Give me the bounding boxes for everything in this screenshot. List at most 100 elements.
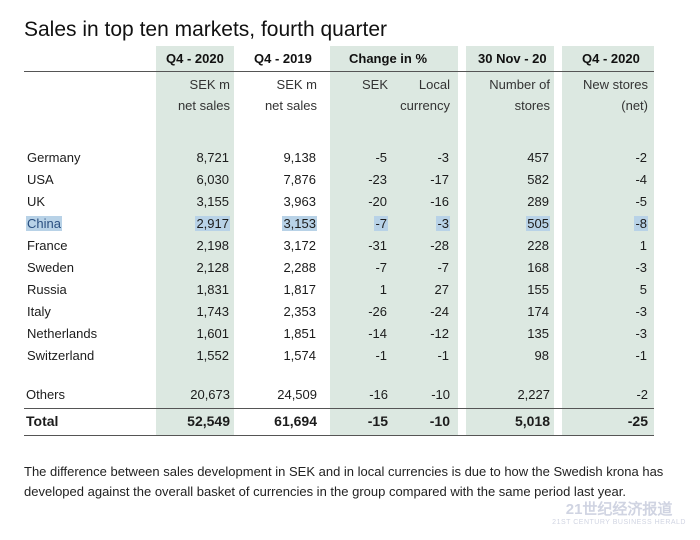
total-bottom-rule bbox=[24, 435, 654, 436]
cell-change-local-text: -1 bbox=[437, 348, 449, 363]
table-row: France 2,198 3,172 -31 -28 228 1 bbox=[0, 238, 700, 258]
cell-sales-2020-text: 2,917 bbox=[195, 216, 230, 231]
cell-sales-2019-text: 3,153 bbox=[282, 216, 317, 231]
cell-change-sek-text: -1 bbox=[375, 348, 387, 363]
cell-change-local: -10 bbox=[431, 387, 450, 402]
cell-market: UK bbox=[26, 194, 46, 209]
table-row: China 2,917 3,153 -7 -3 505 -8 bbox=[0, 216, 700, 236]
sub-stores-1: Number of bbox=[489, 77, 550, 92]
cell-sales-2019: 61,694 bbox=[274, 413, 317, 429]
table-row: USA 6,030 7,876 -23 -17 582 -4 bbox=[0, 172, 700, 192]
cell-market: Italy bbox=[26, 304, 52, 319]
sub-local-2: currency bbox=[400, 98, 450, 113]
col-head-new-q4: Q4 - 2020 bbox=[582, 51, 640, 66]
cell-new-stores: -4 bbox=[634, 172, 648, 187]
cell-stores-text: 289 bbox=[527, 194, 549, 209]
cell-change-local-text: -16 bbox=[430, 194, 449, 209]
cell-market: Russia bbox=[26, 282, 68, 297]
cell-market: Sweden bbox=[26, 260, 75, 275]
cell-sales-2019: 3,172 bbox=[282, 238, 317, 253]
cell-stores-text: 174 bbox=[527, 304, 549, 319]
cell-market-text: UK bbox=[27, 194, 46, 209]
cell-market-text: China bbox=[26, 216, 62, 231]
sub-q4-2020-1: SEK m bbox=[189, 77, 230, 92]
cell-change-sek: -26 bbox=[367, 304, 388, 319]
cell-change-sek-text: -20 bbox=[368, 194, 387, 209]
cell-change-local-text: -24 bbox=[430, 304, 449, 319]
table-row-others: Others 20,673 24,509 -16 -10 2,227 -2 bbox=[0, 387, 700, 407]
cell-change-sek-text: -31 bbox=[368, 238, 387, 253]
cell-new-stores: -25 bbox=[627, 413, 648, 429]
cell-stores: 135 bbox=[526, 326, 550, 341]
cell-sales-2020: 1,552 bbox=[195, 348, 230, 363]
cell-sales-2020-text: 2,128 bbox=[196, 260, 229, 275]
col-head-q4-2020: Q4 - 2020 bbox=[166, 51, 224, 66]
cell-change-sek-text: -26 bbox=[368, 304, 387, 319]
cell-stores: 155 bbox=[526, 282, 550, 297]
cell-sales-2020-text: 2,198 bbox=[196, 238, 229, 253]
col-head-q4-2019: Q4 - 2019 bbox=[254, 51, 312, 66]
cell-change-sek: 1 bbox=[379, 282, 388, 297]
table-row: Switzerland 1,552 1,574 -1 -1 98 -1 bbox=[0, 348, 700, 368]
cell-sales-2019-text: 7,876 bbox=[283, 172, 316, 187]
cell-sales-2020: 20,673 bbox=[190, 387, 230, 402]
page-title: Sales in top ten markets, fourth quarter bbox=[24, 18, 388, 41]
cell-sales-2020: 1,831 bbox=[195, 282, 230, 297]
cell-stores-text: 168 bbox=[527, 260, 549, 275]
cell-stores: 582 bbox=[526, 172, 550, 187]
cell-stores: 168 bbox=[526, 260, 550, 275]
cell-sales-2020-text: 1,831 bbox=[196, 282, 229, 297]
total-top-rule bbox=[24, 408, 654, 409]
cell-market: Others bbox=[26, 387, 66, 402]
cell-sales-2019: 1,817 bbox=[282, 282, 317, 297]
cell-sales-2019: 7,876 bbox=[282, 172, 317, 187]
cell-change-sek-text: -14 bbox=[368, 326, 387, 341]
cell-change-sek: -14 bbox=[367, 326, 388, 341]
cell-sales-2020: 6,030 bbox=[195, 172, 230, 187]
cell-sales-2019-text: 1,574 bbox=[283, 348, 316, 363]
cell-sales-2020: 8,721 bbox=[195, 150, 230, 165]
cell-new-stores-text: -1 bbox=[635, 348, 647, 363]
cell-change-local: -16 bbox=[429, 194, 450, 209]
cell-change-local: -3 bbox=[436, 216, 450, 231]
cell-market-text: Russia bbox=[27, 282, 67, 297]
cell-sales-2019-text: 2,353 bbox=[283, 304, 316, 319]
cell-sales-2020-text: 1,601 bbox=[196, 326, 229, 341]
cell-stores-text: 155 bbox=[527, 282, 549, 297]
sub-stores-2: stores bbox=[514, 98, 550, 113]
table-row: Sweden 2,128 2,288 -7 -7 168 -3 bbox=[0, 260, 700, 280]
cell-new-stores: -2 bbox=[634, 150, 648, 165]
sub-q4-2019-2: net sales bbox=[264, 98, 317, 113]
cell-change-local-text: -12 bbox=[430, 326, 449, 341]
cell-market: China bbox=[26, 216, 62, 231]
shade-new-stores bbox=[562, 46, 654, 436]
cell-change-sek-text: -7 bbox=[374, 216, 388, 231]
cell-change-local-text: -3 bbox=[437, 150, 449, 165]
table-row-total: Total 52,549 61,694 -15 -10 5,018 -25 bbox=[0, 413, 700, 433]
cell-stores-text: 228 bbox=[527, 238, 549, 253]
cell-change-local: -1 bbox=[436, 348, 450, 363]
cell-stores: 505 bbox=[526, 216, 550, 231]
cell-change-sek-text: -23 bbox=[368, 172, 387, 187]
cell-change-sek-text: 1 bbox=[379, 282, 387, 297]
cell-change-local-text: -28 bbox=[430, 238, 449, 253]
sub-q4-2019-1: SEK m bbox=[276, 77, 317, 92]
cell-sales-2019: 2,353 bbox=[282, 304, 317, 319]
cell-new-stores: 1 bbox=[639, 238, 648, 253]
cell-new-stores-text: -2 bbox=[635, 150, 647, 165]
cell-new-stores: -8 bbox=[634, 216, 648, 231]
cell-change-local-text: -7 bbox=[437, 260, 449, 275]
cell-change-local-text: -3 bbox=[436, 216, 450, 231]
cell-market: Switzerland bbox=[26, 348, 95, 363]
cell-sales-2019-text: 3,172 bbox=[283, 238, 316, 253]
sub-new-2: (net) bbox=[621, 98, 648, 113]
cell-new-stores-text: -3 bbox=[635, 326, 647, 341]
cell-change-local: -24 bbox=[429, 304, 450, 319]
cell-new-stores: -3 bbox=[634, 260, 648, 275]
cell-change-local-text: -17 bbox=[430, 172, 449, 187]
cell-change-sek: -15 bbox=[367, 413, 388, 429]
cell-change-local: 27 bbox=[434, 282, 450, 297]
cell-stores: 5,018 bbox=[514, 413, 550, 429]
cell-sales-2019-text: 3,963 bbox=[283, 194, 316, 209]
cell-stores: 457 bbox=[526, 150, 550, 165]
